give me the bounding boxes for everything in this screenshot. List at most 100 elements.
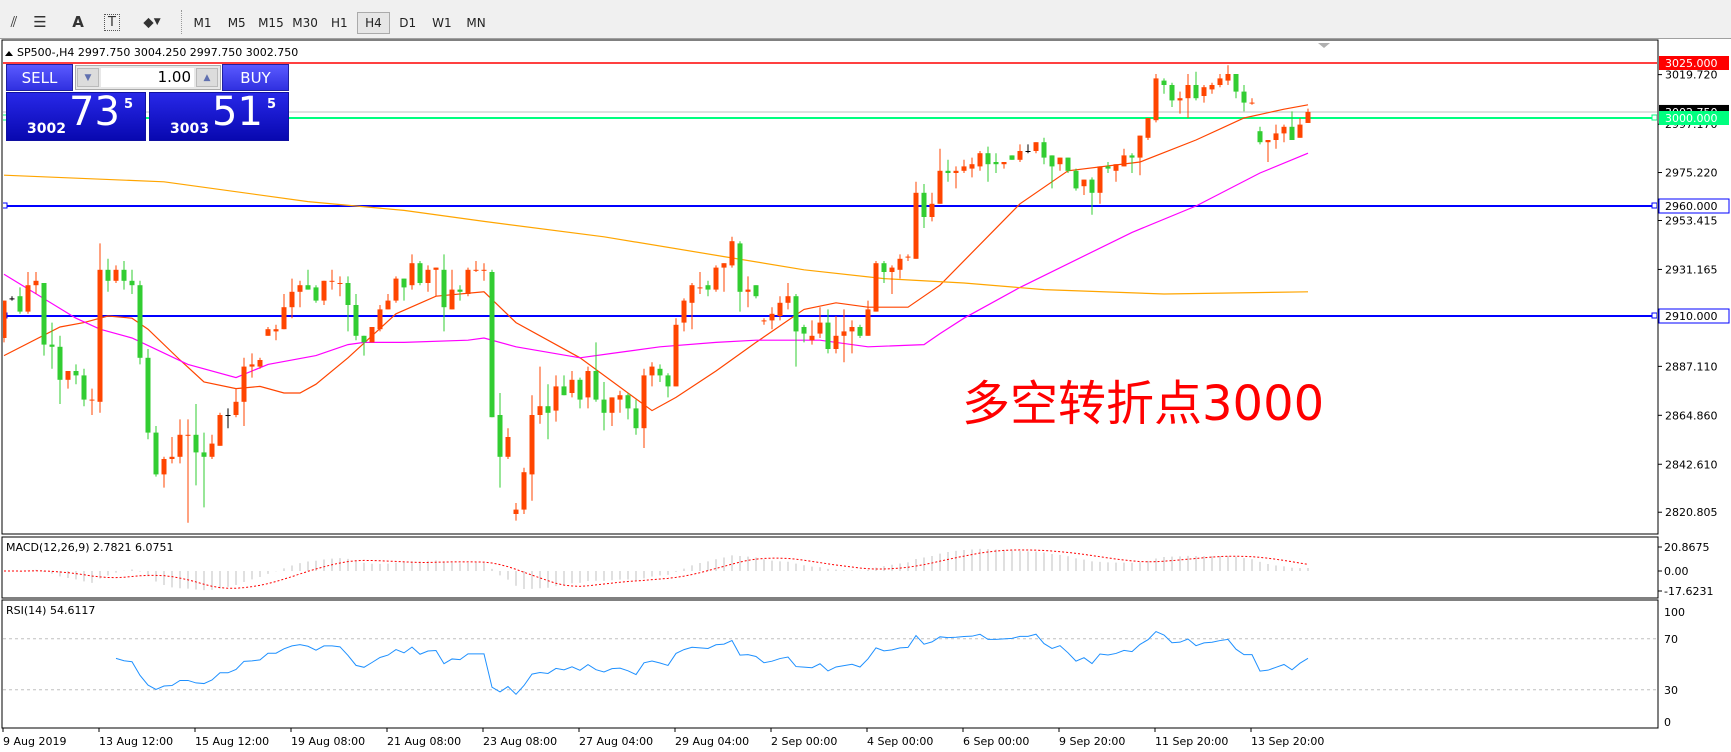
candle xyxy=(921,184,927,228)
candle xyxy=(1257,126,1263,145)
text-icon[interactable]: A xyxy=(72,13,84,31)
candle-body xyxy=(89,399,95,401)
timeframe-m1[interactable]: M1 xyxy=(193,16,212,30)
candle xyxy=(169,437,175,464)
candle xyxy=(1305,108,1311,123)
candle-body xyxy=(1105,166,1111,169)
candle-body xyxy=(105,269,111,281)
hline-price-tag xyxy=(1659,56,1729,70)
candle-body xyxy=(217,415,223,446)
candle-body xyxy=(745,289,751,292)
candle xyxy=(145,349,151,440)
candle-body xyxy=(161,459,167,475)
candle-body xyxy=(73,371,79,376)
candle xyxy=(617,390,623,413)
candle xyxy=(449,269,455,310)
candle xyxy=(185,419,191,523)
rsi-header: RSI(14) 54.6117 xyxy=(6,604,95,617)
candle-body xyxy=(721,263,727,268)
candle xyxy=(545,384,551,440)
candle-body xyxy=(841,331,847,336)
candle-body xyxy=(1081,179,1087,187)
timeframe-m15[interactable]: M15 xyxy=(258,16,284,30)
candle xyxy=(281,294,287,330)
candle xyxy=(345,276,351,332)
candle-body xyxy=(233,401,239,415)
candle xyxy=(1289,111,1295,140)
candle-body xyxy=(985,153,991,165)
timeframe-w1[interactable]: W1 xyxy=(432,16,452,30)
macd-scale-label: 0.00 xyxy=(1664,565,1689,578)
timeframe-d1[interactable]: D1 xyxy=(399,16,417,30)
candle-body xyxy=(945,170,951,173)
time-axis-label: 4 Sep 00:00 xyxy=(867,735,933,748)
chevron-down-icon: ▼ xyxy=(153,17,161,27)
candle-body xyxy=(465,269,471,294)
timeframe-h4[interactable]: H4 xyxy=(357,12,390,34)
candle xyxy=(321,280,327,305)
fibonacci-fan-icon[interactable]: ⫽ xyxy=(10,13,18,31)
candle-body xyxy=(129,280,135,286)
price-axis-label: 2864.860 xyxy=(1665,409,1718,422)
candle-body xyxy=(657,368,663,376)
candle-body xyxy=(665,375,671,387)
rsi-scale-label: 100 xyxy=(1664,606,1685,619)
lot-increase-button[interactable]: ▲ xyxy=(196,68,218,87)
candle xyxy=(1169,82,1175,107)
candle-body xyxy=(97,269,103,402)
candle xyxy=(1273,124,1279,149)
candle xyxy=(1241,85,1247,112)
sell-price-fraction: 5 xyxy=(124,97,134,112)
sell-button[interactable]: SELL xyxy=(6,64,73,91)
timeframe-m5[interactable]: M5 xyxy=(227,16,246,30)
lot-size-input[interactable]: 1.00 xyxy=(101,68,194,87)
candle-body xyxy=(601,399,607,413)
buy-button[interactable]: BUY xyxy=(222,64,289,91)
candle xyxy=(1057,157,1063,171)
candle xyxy=(161,456,167,488)
candle-body xyxy=(481,269,487,271)
timeframe-mn[interactable]: MN xyxy=(466,16,486,30)
timeframe-h1[interactable]: H1 xyxy=(330,16,348,30)
candle xyxy=(689,283,695,330)
candle xyxy=(817,307,823,338)
candle xyxy=(953,166,959,189)
candle-body xyxy=(249,364,255,367)
candle xyxy=(417,261,423,286)
candle-body xyxy=(1001,162,1007,165)
candle xyxy=(49,322,55,369)
candle xyxy=(913,181,919,259)
candle xyxy=(737,241,743,312)
lot-decrease-button[interactable]: ▼ xyxy=(77,68,99,87)
sell-price-button[interactable]: 3002 73 5 xyxy=(6,89,146,141)
buy-price-button[interactable]: 3003 51 5 xyxy=(149,89,289,141)
candle xyxy=(633,399,639,435)
candle xyxy=(1145,118,1151,140)
hline-price-label: 3025.000 xyxy=(1665,57,1718,70)
candle-body xyxy=(377,309,383,330)
sell-price-prefix: 3002 xyxy=(27,121,66,137)
text-label-icon[interactable]: T xyxy=(99,11,125,33)
time-axis-label: 13 Aug 12:00 xyxy=(99,735,173,748)
candle-body xyxy=(1297,124,1303,138)
candle xyxy=(881,261,887,283)
candle xyxy=(1121,148,1127,167)
candle-body xyxy=(729,241,735,266)
candle-body xyxy=(121,269,127,281)
timeframe-m30[interactable]: M30 xyxy=(292,16,318,30)
candle xyxy=(753,285,759,299)
candle-body xyxy=(553,386,559,411)
candle-body xyxy=(289,291,295,308)
arrows-icon[interactable]: ⬥ ▼ xyxy=(143,13,161,31)
fibonacci-lines-icon[interactable]: ☰ xyxy=(33,13,47,31)
candle-body xyxy=(817,322,823,334)
candle xyxy=(785,283,791,310)
candle-body xyxy=(649,366,655,376)
candle xyxy=(873,261,879,312)
candle-body xyxy=(1193,85,1199,99)
candle-body xyxy=(1097,166,1103,193)
candle-body xyxy=(577,379,583,400)
candle-body xyxy=(801,327,807,334)
hline-price-tag xyxy=(1658,198,1730,214)
line-handle xyxy=(3,202,8,209)
